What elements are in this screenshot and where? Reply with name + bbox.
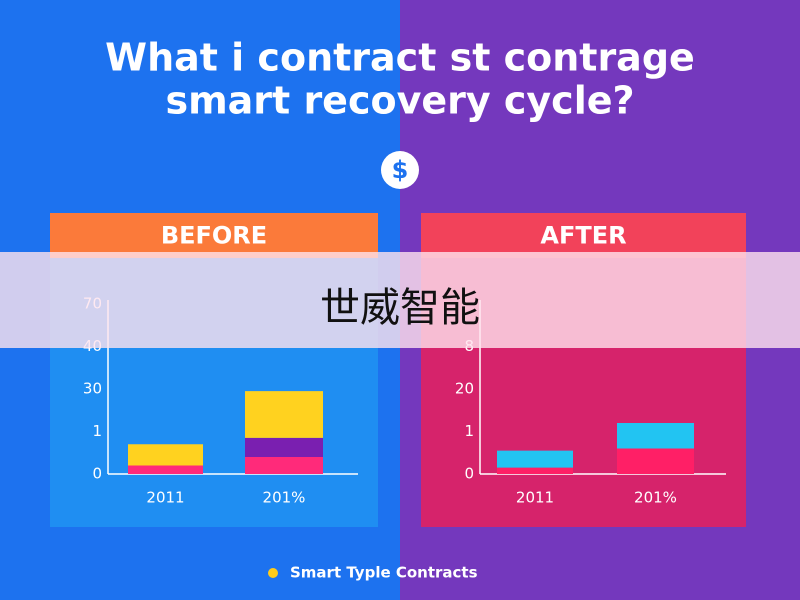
x-tick-label: 2011: [146, 489, 184, 507]
bar-segment: [617, 448, 694, 474]
x-tick-label: 201%: [263, 489, 306, 507]
legend-label: Smart Typle Contracts: [290, 564, 478, 582]
panel-title: AFTER: [540, 222, 626, 250]
y-tick-label: 1: [464, 422, 474, 440]
bar-segment: [245, 457, 323, 474]
bar-segment: [245, 437, 323, 457]
title-line: What i contract st contrage: [105, 36, 695, 80]
y-tick-label: 30: [83, 380, 102, 398]
panel-header: [421, 213, 746, 258]
y-tick-label: 20: [455, 380, 474, 398]
bar-segment: [245, 391, 323, 438]
panel-header: [50, 213, 378, 258]
watermark-text: 世威智能: [320, 285, 480, 331]
bar-segment: [128, 444, 203, 466]
x-tick-label: 201%: [634, 489, 677, 507]
bar-segment: [128, 465, 203, 474]
panel-title: BEFORE: [161, 222, 267, 250]
dollar-icon: [381, 151, 419, 189]
legend-swatch: [268, 568, 278, 578]
bar-segment: [617, 423, 694, 449]
y-tick-label: 0: [92, 465, 102, 483]
dollar-sign: $: [392, 156, 409, 184]
y-tick-label: 0: [464, 465, 474, 483]
bar-segment: [497, 450, 573, 468]
y-tick-label: 1: [92, 422, 102, 440]
watermark-band: [0, 252, 800, 348]
title-line: smart recovery cycle?: [165, 79, 634, 123]
x-tick-label: 2011: [516, 489, 554, 507]
bar-segment: [497, 467, 573, 474]
